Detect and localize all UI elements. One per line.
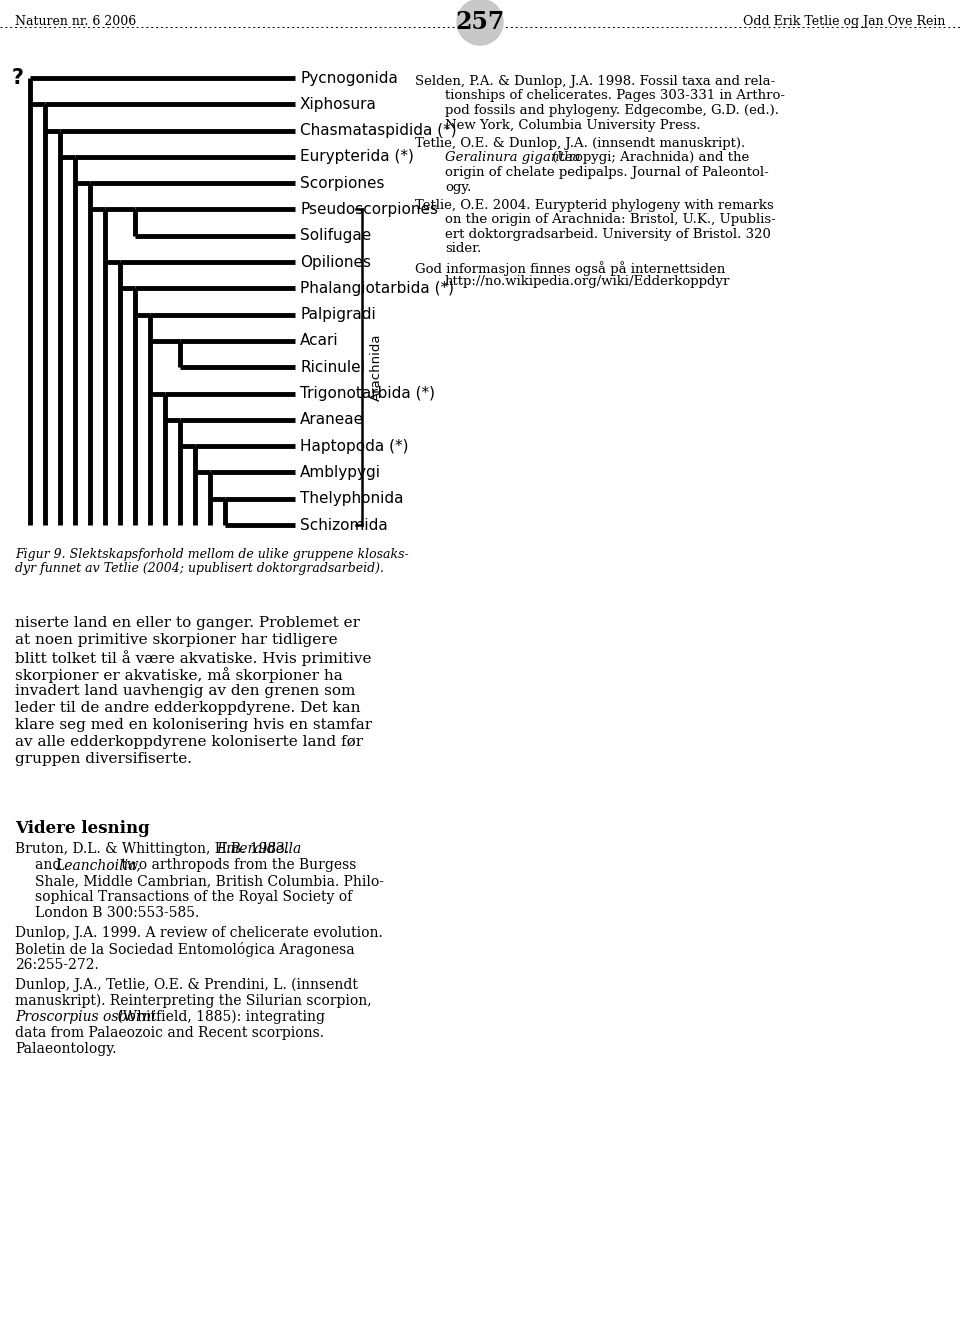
Text: tionships of chelicerates. Pages 303-331 in Arthro-: tionships of chelicerates. Pages 303-331… [445, 90, 785, 102]
Text: Schizomida: Schizomida [300, 517, 388, 533]
Text: Pseudoscorpiones: Pseudoscorpiones [300, 201, 438, 218]
Text: Haptopoda (*): Haptopoda (*) [300, 439, 409, 454]
Text: Chasmataspidida (*): Chasmataspidida (*) [300, 124, 457, 138]
Text: Eurypterida (*): Eurypterida (*) [300, 149, 414, 164]
Text: http://no.wikipedia.org/wiki/Edderkoppdyr: http://no.wikipedia.org/wiki/Edderkoppdy… [445, 275, 731, 289]
Text: ogy.: ogy. [445, 180, 471, 193]
Text: 26:255-272.: 26:255-272. [15, 958, 99, 972]
Text: New York, Columbia University Press.: New York, Columbia University Press. [445, 118, 701, 132]
Text: Naturen nr. 6 2006: Naturen nr. 6 2006 [15, 15, 136, 28]
Text: Geralinura gigantea: Geralinura gigantea [445, 152, 581, 164]
Text: on the origin of Arachnida: Bristol, U.K., Upublis-: on the origin of Arachnida: Bristol, U.K… [445, 214, 776, 227]
Text: Solifugae: Solifugae [300, 228, 372, 243]
Text: origin of chelate pedipalps. Journal of Paleontol-: origin of chelate pedipalps. Journal of … [445, 167, 769, 179]
Text: invadert land uavhengig av den grenen som: invadert land uavhengig av den grenen so… [15, 684, 355, 698]
Text: sider.: sider. [445, 243, 481, 255]
Text: blitt tolket til å være akvatiske. Hvis primitive: blitt tolket til å være akvatiske. Hvis … [15, 650, 372, 666]
Text: klare seg med en kolonisering hvis en stamfar: klare seg med en kolonisering hvis en st… [15, 719, 372, 732]
Text: Tetlie, O.E. 2004. Eurypterid phylogeny with remarks: Tetlie, O.E. 2004. Eurypterid phylogeny … [415, 199, 774, 212]
Text: two arthropods from the Burgess: two arthropods from the Burgess [117, 858, 357, 872]
Text: Acari: Acari [300, 333, 339, 348]
Text: Xiphosura: Xiphosura [300, 97, 377, 111]
Text: Leanchoilia,: Leanchoilia, [56, 858, 141, 872]
Text: Boletin de la Sociedad Entomológica Aragonesa: Boletin de la Sociedad Entomológica Arag… [15, 941, 354, 958]
Text: Bruton, D.L. & Whittington, H.B. 1983.: Bruton, D.L. & Whittington, H.B. 1983. [15, 842, 294, 855]
Text: skorpioner er akvatiske, må skorpioner ha: skorpioner er akvatiske, må skorpioner h… [15, 667, 343, 682]
Text: leder til de andre edderkoppdyrene. Det kan: leder til de andre edderkoppdyrene. Det … [15, 701, 361, 714]
Text: niserte land en eller to ganger. Problemet er: niserte land en eller to ganger. Problem… [15, 616, 360, 630]
Text: Trigonotarbida (*): Trigonotarbida (*) [300, 385, 435, 402]
Text: dyr funnet av Tetlie (2004; upublisert doktorgradsarbeid).: dyr funnet av Tetlie (2004; upublisert d… [15, 561, 384, 575]
Text: Palpigradi: Palpigradi [300, 308, 375, 322]
Text: Scorpiones: Scorpiones [300, 176, 385, 191]
Text: av alle edderkoppdyrene koloniserte land før: av alle edderkoppdyrene koloniserte land… [15, 735, 363, 749]
Text: (Whitfield, 1885): integrating: (Whitfield, 1885): integrating [113, 1010, 324, 1025]
Text: (Uropygi; Arachnida) and the: (Uropygi; Arachnida) and the [547, 152, 749, 164]
Text: ert doktorgradsarbeid. University of Bristol. 320: ert doktorgradsarbeid. University of Bri… [445, 228, 771, 240]
Text: Figur 9. Slektskapsforhold mellom de ulike gruppene klosaks-: Figur 9. Slektskapsforhold mellom de uli… [15, 548, 409, 561]
Text: Thelyphonida: Thelyphonida [300, 492, 403, 506]
Text: Tetlie, O.E. & Dunlop, J.A. (innsendt manuskript).: Tetlie, O.E. & Dunlop, J.A. (innsendt ma… [415, 137, 745, 150]
Text: at noen primitive skorpioner har tidligere: at noen primitive skorpioner har tidlige… [15, 633, 338, 647]
Text: Amblypygi: Amblypygi [300, 465, 381, 479]
Text: Ricinulei: Ricinulei [300, 360, 365, 375]
Text: Palaeontology.: Palaeontology. [15, 1042, 116, 1056]
Text: Arachnida: Arachnida [370, 333, 382, 402]
Text: Proscorpius osborni: Proscorpius osborni [15, 1010, 156, 1023]
Text: data from Palaeozoic and Recent scorpions.: data from Palaeozoic and Recent scorpion… [15, 1026, 324, 1039]
Text: sophical Transactions of the Royal Society of: sophical Transactions of the Royal Socie… [35, 890, 352, 904]
Text: Opiliones: Opiliones [300, 255, 371, 270]
Text: 257: 257 [455, 9, 505, 34]
Circle shape [457, 0, 503, 46]
Text: Emeraldella: Emeraldella [216, 842, 301, 855]
Text: manuskript). Reinterpreting the Silurian scorpion,: manuskript). Reinterpreting the Silurian… [15, 994, 372, 1009]
Text: and: and [35, 858, 65, 872]
Text: Araneae: Araneae [300, 412, 364, 427]
Text: Pycnogonida: Pycnogonida [300, 70, 397, 86]
Text: gruppen diversifiserte.: gruppen diversifiserte. [15, 752, 192, 766]
Text: ?: ? [12, 68, 24, 89]
Text: Phalangiotarbida (*): Phalangiotarbida (*) [300, 281, 454, 295]
Text: Dunlop, J.A., Tetlie, O.E. & Prendini, L. (innsendt: Dunlop, J.A., Tetlie, O.E. & Prendini, L… [15, 978, 358, 992]
Text: pod fossils and phylogeny. Edgecombe, G.D. (ed.).: pod fossils and phylogeny. Edgecombe, G.… [445, 103, 779, 117]
Text: Videre lesning: Videre lesning [15, 821, 150, 837]
Text: Shale, Middle Cambrian, British Columbia. Philo-: Shale, Middle Cambrian, British Columbia… [35, 874, 384, 888]
Text: Dunlop, J.A. 1999. A review of chelicerate evolution.: Dunlop, J.A. 1999. A review of chelicera… [15, 927, 383, 940]
Text: Odd Erik Tetlie og Jan Ove Rein: Odd Erik Tetlie og Jan Ove Rein [743, 15, 945, 28]
Text: Selden, P.A. & Dunlop, J.A. 1998. Fossil taxa and rela-: Selden, P.A. & Dunlop, J.A. 1998. Fossil… [415, 75, 776, 89]
Text: God informasjon finnes også på internettsiden: God informasjon finnes også på internett… [415, 261, 725, 275]
Text: London B 300:553-585.: London B 300:553-585. [35, 907, 200, 920]
